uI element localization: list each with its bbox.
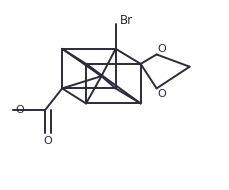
Text: O: O: [158, 89, 166, 99]
Text: O: O: [44, 136, 52, 146]
Text: Br: Br: [120, 14, 133, 27]
Text: O: O: [16, 105, 25, 115]
Text: O: O: [158, 44, 166, 54]
